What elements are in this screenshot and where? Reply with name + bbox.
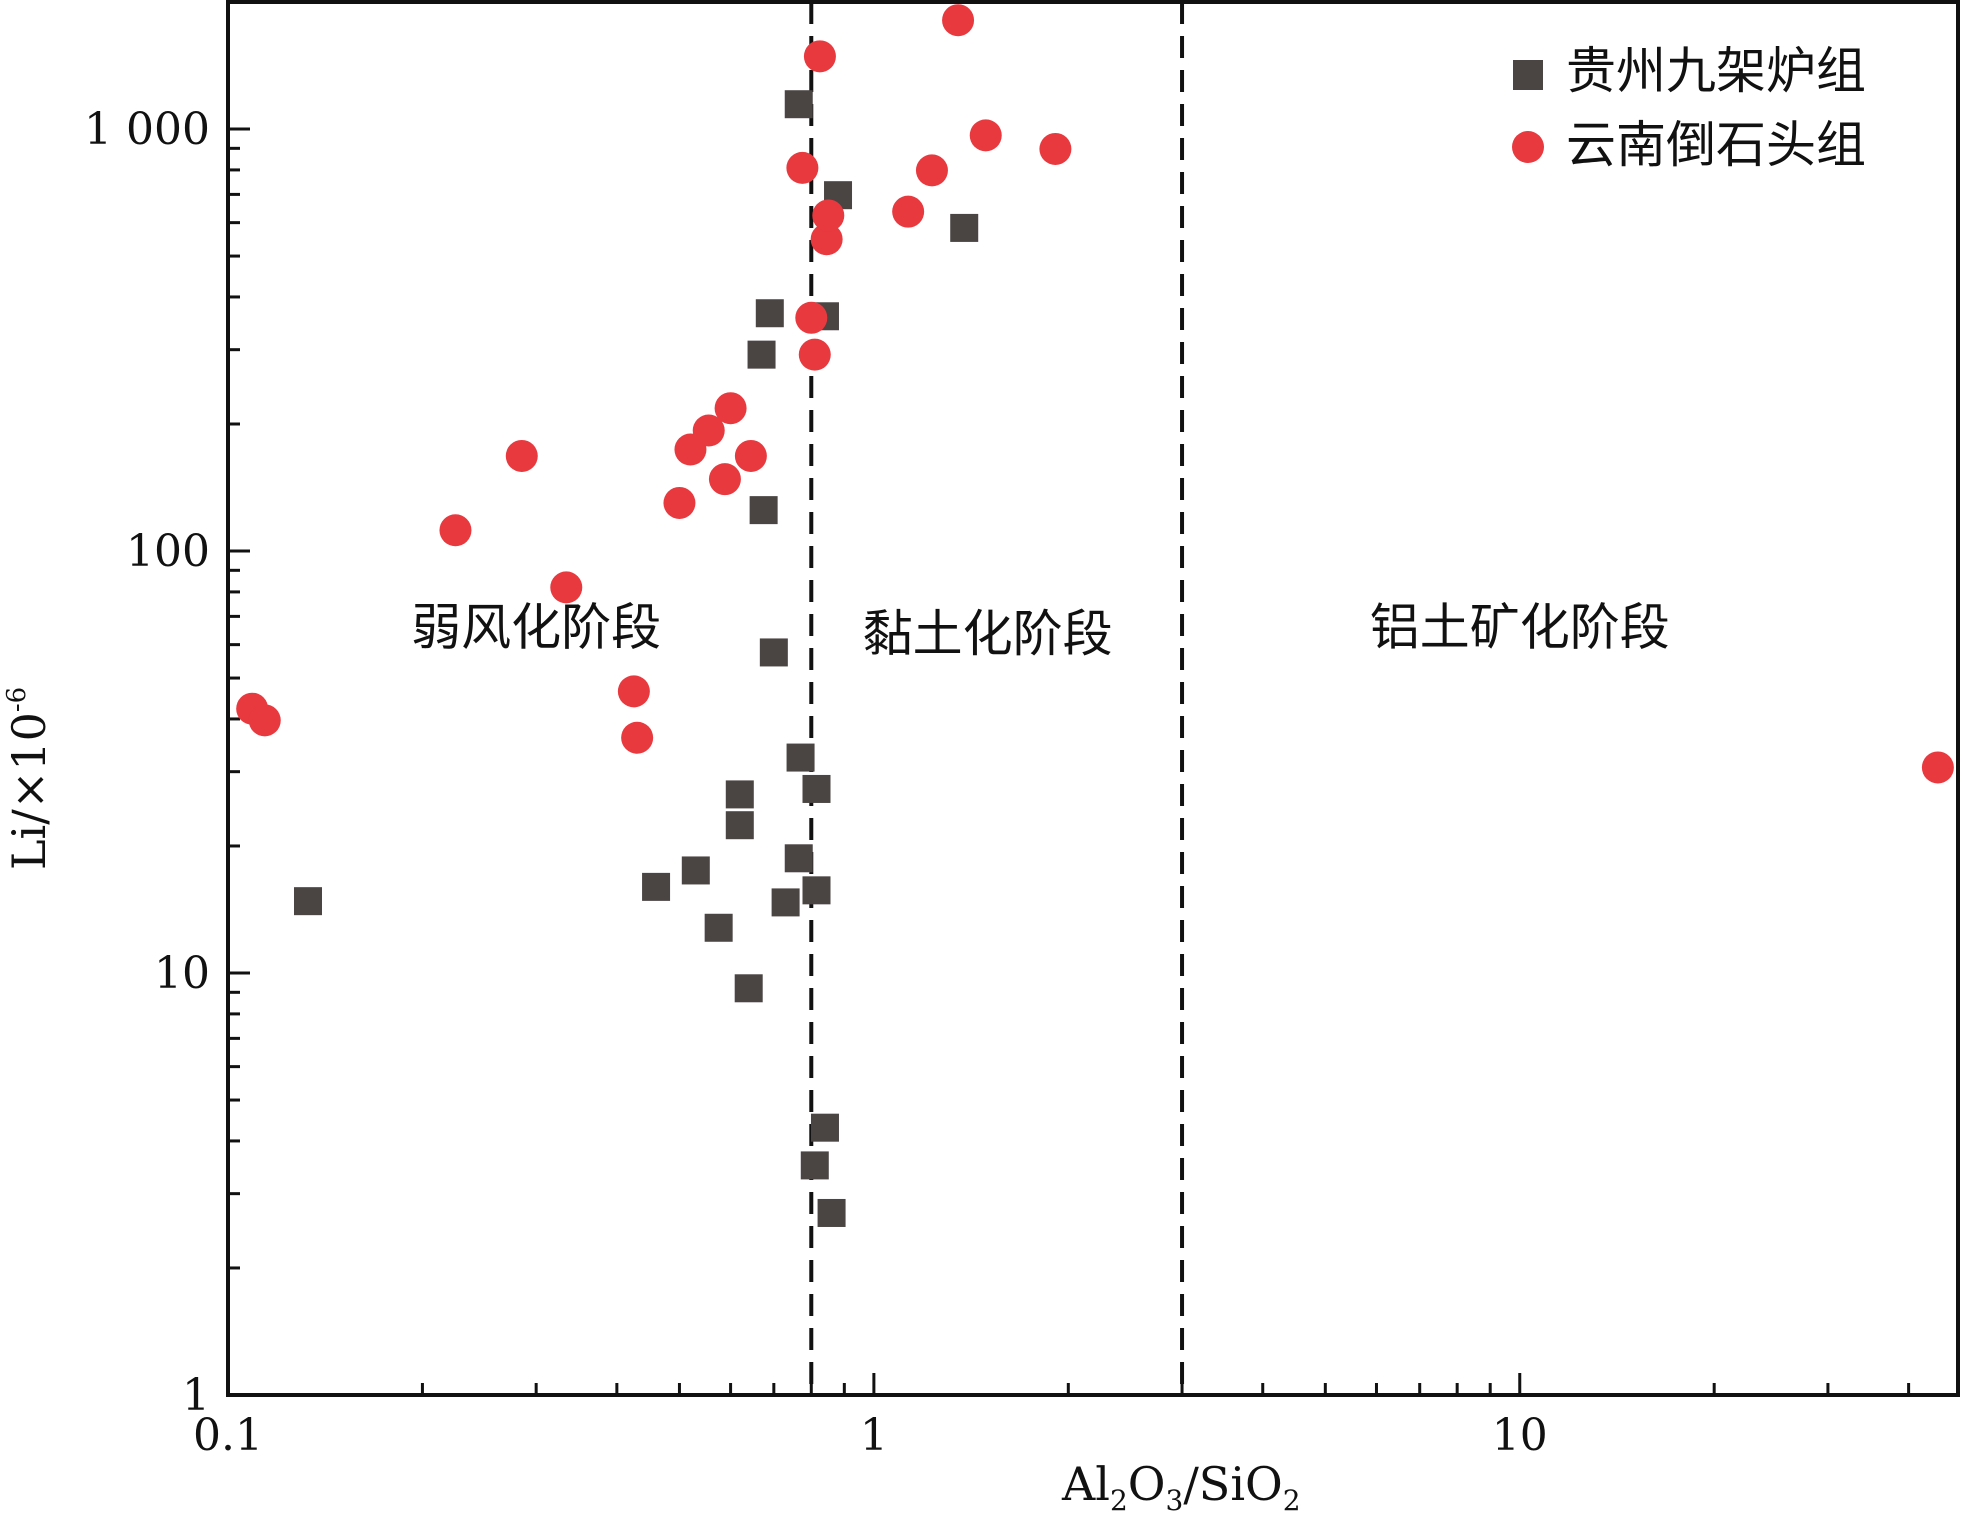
y-tick-label: 10 <box>154 948 210 999</box>
point-guizhou <box>704 913 733 942</box>
stage-label: 弱风化阶段 <box>411 599 661 657</box>
point-yunnan <box>798 338 831 371</box>
x-tick-label: 10 <box>1492 1410 1548 1461</box>
x-tick-label: 1 <box>860 1410 888 1461</box>
point-yunnan <box>550 571 583 604</box>
legend-label-yunnan: 云南倒石头组 <box>1566 116 1866 174</box>
point-guizhou <box>681 856 710 885</box>
point-guizhou <box>734 974 763 1003</box>
point-yunnan <box>812 199 845 232</box>
point-guizhou <box>725 811 754 840</box>
point-yunnan <box>1039 132 1072 165</box>
point-guizhou <box>725 780 754 809</box>
point-yunnan <box>714 392 747 425</box>
point-guizhou <box>810 1113 839 1142</box>
point-yunnan <box>505 439 538 472</box>
point-yunnan <box>892 195 925 228</box>
point-yunnan <box>439 514 472 547</box>
point-guizhou <box>784 844 813 873</box>
data-points <box>236 4 1954 1227</box>
stage-boundaries <box>809 2 1185 1395</box>
point-yunnan <box>810 223 843 256</box>
point-yunnan <box>734 439 767 472</box>
point-yunnan <box>915 154 948 187</box>
y-axis-label: Li/×10-6 <box>2 687 56 870</box>
legend: 贵州九架炉组 云南倒石头组 <box>1512 42 1866 174</box>
point-yunnan <box>692 414 725 447</box>
point-guizhou <box>755 299 784 328</box>
point-guizhou <box>759 638 788 667</box>
point-guizhou <box>771 888 800 917</box>
legend-marker-circle <box>1512 131 1544 163</box>
point-guizhou <box>749 496 778 525</box>
plot-frame <box>226 0 1960 1397</box>
point-yunnan <box>1921 751 1954 784</box>
point-yunnan <box>786 151 819 184</box>
x-tick-label: 0.1 <box>193 1410 263 1461</box>
point-guizhou <box>817 1198 846 1227</box>
point-yunnan <box>663 486 696 519</box>
point-yunnan <box>621 721 654 754</box>
stage-label: 铝土矿化阶段 <box>1370 599 1670 657</box>
point-guizhou <box>800 1151 829 1180</box>
point-guizhou <box>642 872 671 901</box>
point-guizhou <box>747 340 776 369</box>
legend-marker-square <box>1513 60 1543 90</box>
stage-label: 黏土化阶段 <box>863 605 1113 663</box>
point-yunnan <box>248 704 281 737</box>
point-guizhou <box>802 774 831 803</box>
legend-label-guizhou: 贵州九架炉组 <box>1566 42 1866 100</box>
y-tick-label: 100 <box>126 526 210 577</box>
point-guizhou <box>786 743 815 772</box>
y-tick-label: 1 000 <box>84 104 210 155</box>
point-yunnan <box>708 463 741 496</box>
point-yunnan <box>942 4 975 37</box>
y-tick-label: 1 <box>182 1370 210 1421</box>
point-guizhou <box>802 876 831 905</box>
point-yunnan <box>803 40 836 73</box>
point-guizhou <box>950 213 979 242</box>
point-guizhou <box>784 90 813 119</box>
point-guizhou <box>293 887 322 916</box>
point-yunnan <box>617 675 650 708</box>
x-axis-label: Al2O3/SiO2 <box>1061 1457 1301 1517</box>
point-yunnan <box>969 119 1002 152</box>
point-yunnan <box>795 301 828 334</box>
stage-labels: 弱风化阶段 黏土化阶段 铝土矿化阶段 <box>411 599 1670 663</box>
